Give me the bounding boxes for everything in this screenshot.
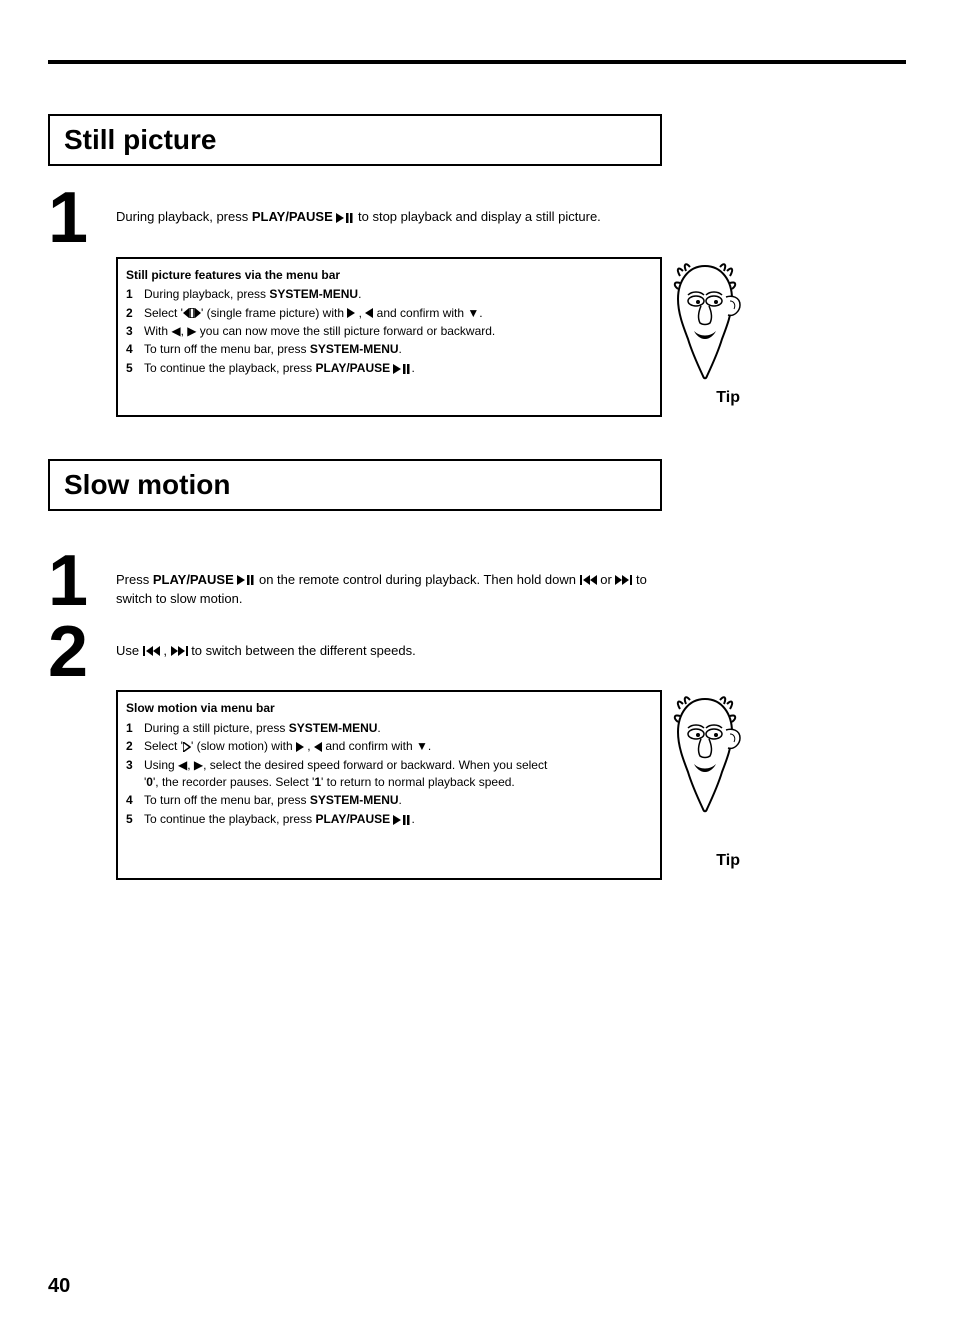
tip-text: During a still picture, press SYSTEM-MEN… <box>144 720 562 737</box>
tip-box-still: Still picture features via the menu bar … <box>116 257 662 417</box>
arrow-right-icon <box>296 742 304 752</box>
prev-icon <box>143 646 160 656</box>
step-text: During playback, press PLAY/PAUSE to sto… <box>116 186 601 227</box>
tip-text: With ◀, ▶ you can now move the still pic… <box>144 323 562 340</box>
tip-text: During playback, press SYSTEM-MENU. <box>144 286 562 303</box>
tip-text: To continue the playback, press PLAY/PAU… <box>144 811 562 828</box>
tip-row-1: 1 During a still picture, press SYSTEM-M… <box>126 720 562 737</box>
arrow-right-icon <box>347 308 355 318</box>
tip-text: Using ◀, ▶, select the desired speed for… <box>144 757 562 792</box>
section-still-picture: Still picture <box>48 114 662 166</box>
step-text: Press PLAY/PAUSE on the remote control d… <box>116 549 656 609</box>
tip-title: Still picture features via the menu bar <box>126 267 562 284</box>
tip-num: 2 <box>126 738 144 755</box>
tip-face-icon <box>668 694 742 814</box>
section-slow-motion: Slow motion <box>48 459 662 511</box>
tip-num: 5 <box>126 811 144 828</box>
play-pause-label: PLAY/PAUSE <box>252 209 355 224</box>
prev-icon <box>580 575 597 585</box>
tip-row-3: 3 With ◀, ▶ you can now move the still p… <box>126 323 562 340</box>
tip-num: 3 <box>126 323 144 340</box>
tip-row-3: 3 Using ◀, ▶, select the desired speed f… <box>126 757 562 792</box>
step-number: 1 <box>48 186 116 251</box>
slow-motion-icon <box>183 742 191 752</box>
tip-container-2: Slow motion via menu bar 1 During a stil… <box>116 690 906 880</box>
step-number: 2 <box>48 620 116 685</box>
play-pause-icon <box>336 213 354 223</box>
tip-row-5: 5 To continue the playback, press PLAY/P… <box>126 811 562 828</box>
page-number: 40 <box>48 1275 70 1298</box>
tip-num: 4 <box>126 341 144 358</box>
play-pause-icon <box>237 575 255 585</box>
tip-title: Slow motion via menu bar <box>126 700 562 717</box>
tip-row-1: 1 During playback, press SYSTEM-MENU. <box>126 286 562 303</box>
section-title: Slow motion <box>64 469 646 501</box>
next-icon <box>615 575 632 585</box>
tip-text: Select '' (single frame picture) with , … <box>144 305 562 322</box>
tip-row-5: 5 To continue the playback, press PLAY/P… <box>126 360 562 377</box>
arrow-left-icon <box>314 742 322 752</box>
tip-row-4: 4 To turn off the menu bar, press SYSTEM… <box>126 341 562 358</box>
tip-label: Tip <box>716 849 740 872</box>
play-pause-icon <box>393 815 411 825</box>
step-1-row: 1 During playback, press PLAY/PAUSE to s… <box>48 186 906 251</box>
tip-num: 5 <box>126 360 144 377</box>
play-pause-icon <box>393 364 411 374</box>
tip-num: 3 <box>126 757 144 792</box>
tip-face-icon <box>668 261 742 381</box>
tip-num: 1 <box>126 720 144 737</box>
tip-box-slow: Slow motion via menu bar 1 During a stil… <box>116 690 662 880</box>
tip-text: To turn off the menu bar, press SYSTEM-M… <box>144 792 562 809</box>
text: During playback, press <box>116 209 252 224</box>
tip-row-4: 4 To turn off the menu bar, press SYSTEM… <box>126 792 562 809</box>
tip-label: Tip <box>716 386 740 409</box>
tip-num: 2 <box>126 305 144 322</box>
tip-num: 1 <box>126 286 144 303</box>
header-rule <box>48 60 906 64</box>
tip-row-2: 2 Select '' (single frame picture) with … <box>126 305 562 322</box>
next-icon <box>171 646 188 656</box>
tip-row-2: 2 Select '' (slow motion) with , and con… <box>126 738 562 755</box>
step-1-row-slow: 1 Press PLAY/PAUSE on the remote control… <box>48 549 906 614</box>
step-number: 1 <box>48 549 116 614</box>
step-2-row-slow: 2 Use , to switch between the different … <box>48 620 906 685</box>
tip-num: 4 <box>126 792 144 809</box>
text: to stop playback and display a still pic… <box>358 209 601 224</box>
step-text: Use , to switch between the different sp… <box>116 620 416 661</box>
tip-text: To continue the playback, press PLAY/PAU… <box>144 360 562 377</box>
tip-container: Still picture features via the menu bar … <box>116 257 906 417</box>
tip-text: To turn off the menu bar, press SYSTEM-M… <box>144 341 562 358</box>
frame-icon <box>183 308 201 318</box>
section-title: Still picture <box>64 124 646 156</box>
tip-text: Select '' (slow motion) with , and confi… <box>144 738 562 755</box>
